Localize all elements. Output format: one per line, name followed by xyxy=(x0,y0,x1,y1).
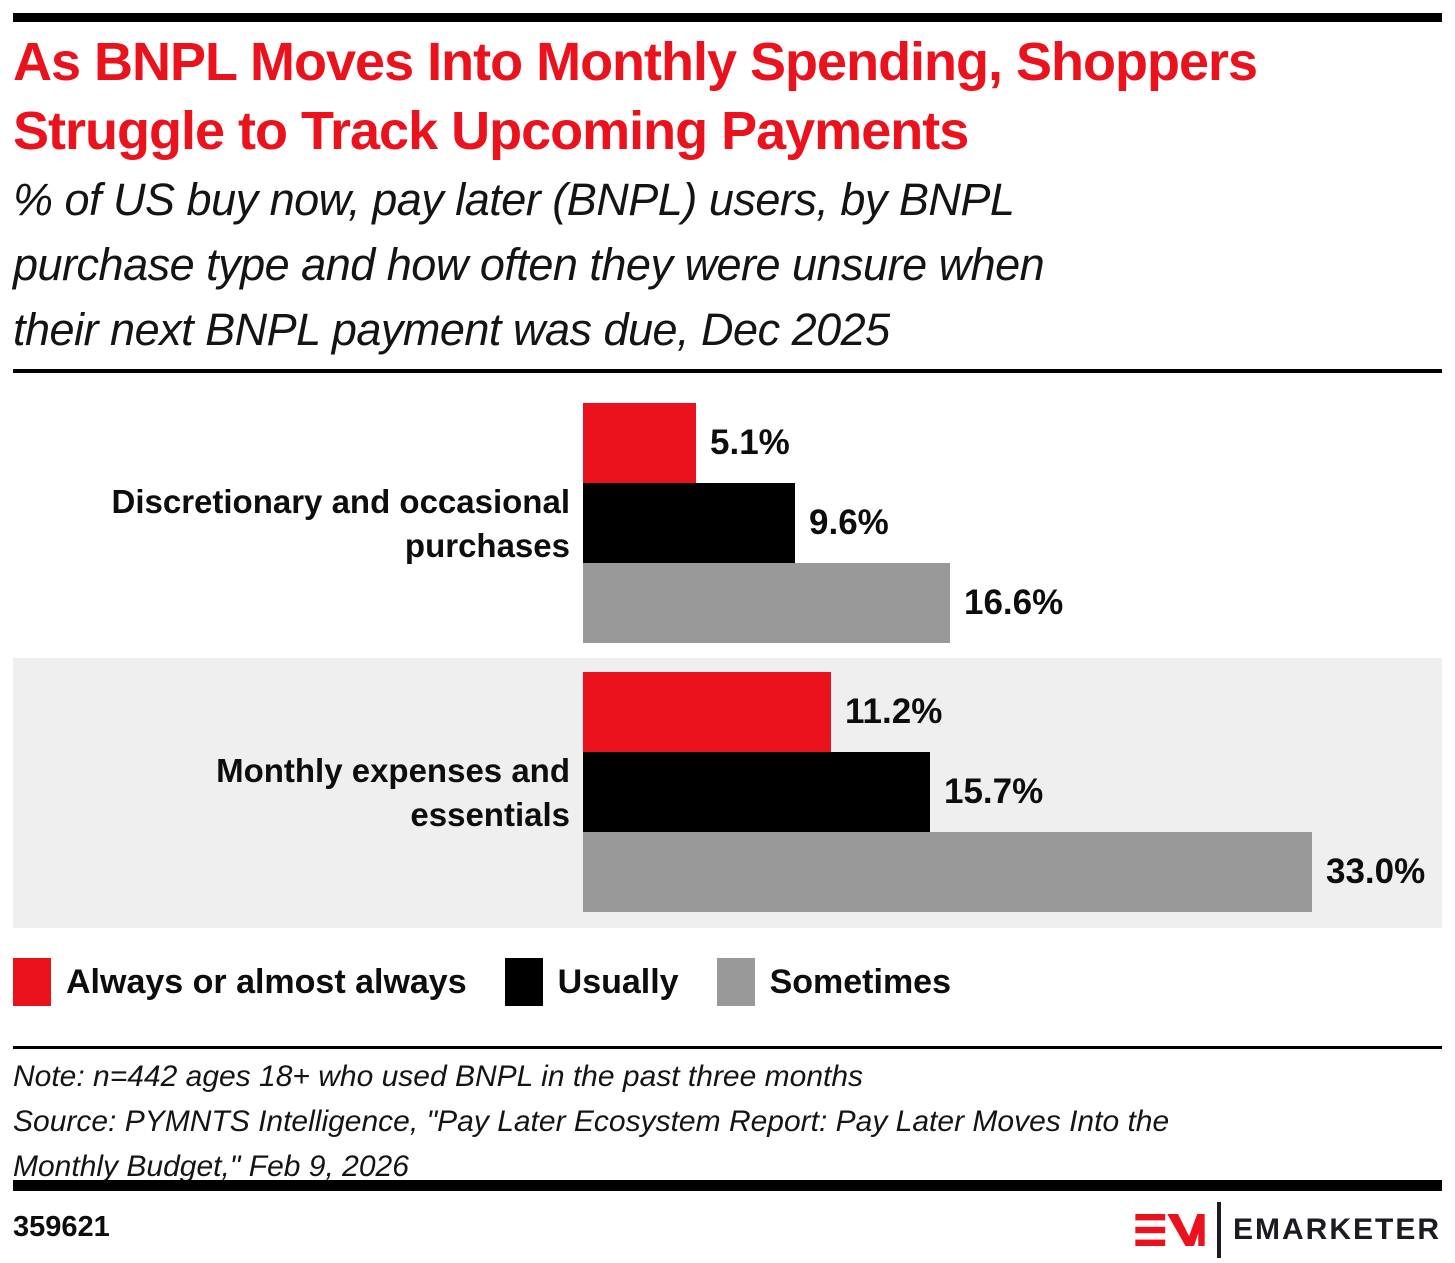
bar-value-label: 16.6% xyxy=(964,583,1064,622)
legend-item-sometimes: Sometimes xyxy=(716,958,951,1006)
bar xyxy=(583,403,696,483)
footnote: Note: n=442 ages 18+ who used BNPL in th… xyxy=(13,1054,1445,1189)
emarketer-logo: EMARKETER xyxy=(1135,1200,1441,1260)
chart-subtitle-line-3: their next BNPL payment was due, Dec 202… xyxy=(13,304,890,355)
bottom-accent-bar xyxy=(13,1180,1442,1191)
bar-value-label: 15.7% xyxy=(944,772,1044,811)
chart-subtitle-line-1: % of US buy now, pay later (BNPL) users,… xyxy=(13,174,1015,225)
source-text-line-1: Source: PYMNTS Intelligence, "Pay Later … xyxy=(13,1105,1170,1138)
legend-item-usually: Usually xyxy=(504,958,679,1006)
header-rule xyxy=(13,369,1442,373)
top-accent-bar xyxy=(13,13,1442,22)
legend-swatch-usually xyxy=(504,958,543,1006)
category-label-line: Monthly expenses and xyxy=(216,752,570,789)
bar xyxy=(583,483,795,563)
category-label-monthly: Monthly expenses and essentials xyxy=(0,749,570,837)
legend-item-always: Always or almost always xyxy=(13,958,467,1006)
bar-value-label: 33.0% xyxy=(1326,852,1426,891)
chart-subtitle: % of US buy now, pay later (BNPL) users,… xyxy=(13,167,1445,362)
brand-name: EMARKETER xyxy=(1232,1213,1441,1246)
chart-title-line-1: As BNPL Moves Into Monthly Spending, Sho… xyxy=(13,32,1258,92)
bar xyxy=(583,563,950,643)
category-label-line: Discretionary and occasional xyxy=(111,483,570,520)
note-rule xyxy=(13,1046,1442,1049)
category-label-line: purchases xyxy=(404,527,570,564)
chart-title-line-2: Struggle to Track Upcoming Payments xyxy=(13,101,969,161)
bar-value-label: 11.2% xyxy=(845,692,943,731)
bar xyxy=(583,832,1312,912)
logo-divider xyxy=(1216,1202,1221,1258)
category-label-line: essentials xyxy=(410,796,570,833)
chart-id: 359621 xyxy=(13,1211,110,1243)
bar xyxy=(583,752,930,832)
bar-value-label: 5.1% xyxy=(710,423,790,462)
em-logo-icon xyxy=(1135,1214,1205,1246)
legend-label-sometimes: Sometimes xyxy=(769,962,951,1001)
legend-label-usually: Usually xyxy=(557,962,679,1001)
note-text: Note: n=442 ages 18+ who used BNPL in th… xyxy=(13,1060,864,1093)
bar xyxy=(583,672,831,752)
legend-swatch-sometimes xyxy=(716,958,755,1006)
chart-subtitle-line-2: purchase type and how often they were un… xyxy=(13,239,1045,290)
source-text-line-2: Monthly Budget," Feb 9, 2026 xyxy=(13,1150,409,1183)
category-label-discretionary: Discretionary and occasional purchases xyxy=(0,480,570,568)
legend-label-always: Always or almost always xyxy=(66,962,467,1001)
bar-value-label: 9.6% xyxy=(809,503,889,542)
legend: Always or almost always Usually Sometime… xyxy=(13,956,951,1008)
chart-area: Discretionary and occasional purchases M… xyxy=(0,380,1455,955)
legend-swatch-always xyxy=(13,958,51,1006)
chart-title: As BNPL Moves Into Monthly Spending, Sho… xyxy=(13,28,1445,166)
